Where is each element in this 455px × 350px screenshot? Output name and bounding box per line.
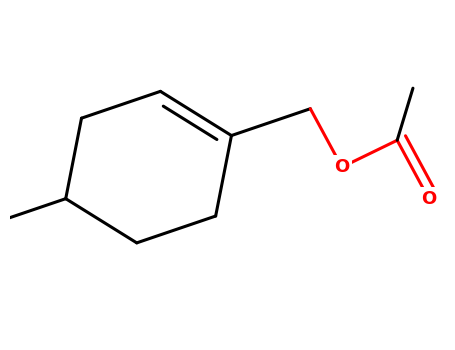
Text: O: O	[421, 190, 436, 208]
Text: O: O	[334, 158, 349, 176]
